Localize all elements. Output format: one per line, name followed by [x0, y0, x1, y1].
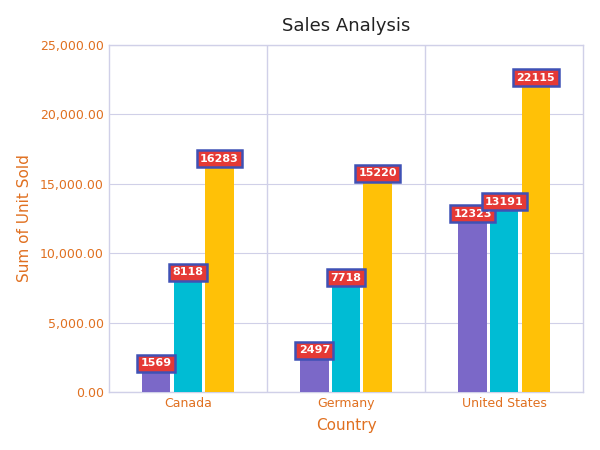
Bar — [142, 370, 170, 392]
Text: 8118: 8118 — [172, 267, 203, 277]
Text: 15220: 15220 — [358, 168, 397, 179]
Bar — [205, 166, 234, 392]
X-axis label: Country: Country — [316, 418, 376, 433]
Bar — [332, 285, 360, 392]
Bar — [458, 221, 487, 392]
Text: 13191: 13191 — [485, 197, 524, 207]
Bar — [300, 357, 329, 392]
Text: 2497: 2497 — [299, 345, 330, 356]
Bar — [364, 180, 392, 392]
Text: 7718: 7718 — [331, 273, 362, 283]
Bar — [490, 209, 518, 392]
Bar — [521, 85, 550, 392]
Text: 12323: 12323 — [454, 209, 492, 219]
Text: 22115: 22115 — [517, 72, 555, 83]
Text: 16283: 16283 — [200, 153, 239, 164]
Text: 1569: 1569 — [140, 358, 172, 368]
Bar — [173, 279, 202, 392]
Title: Sales Analysis: Sales Analysis — [282, 17, 410, 35]
Y-axis label: Sum of Unit Sold: Sum of Unit Sold — [17, 154, 32, 282]
